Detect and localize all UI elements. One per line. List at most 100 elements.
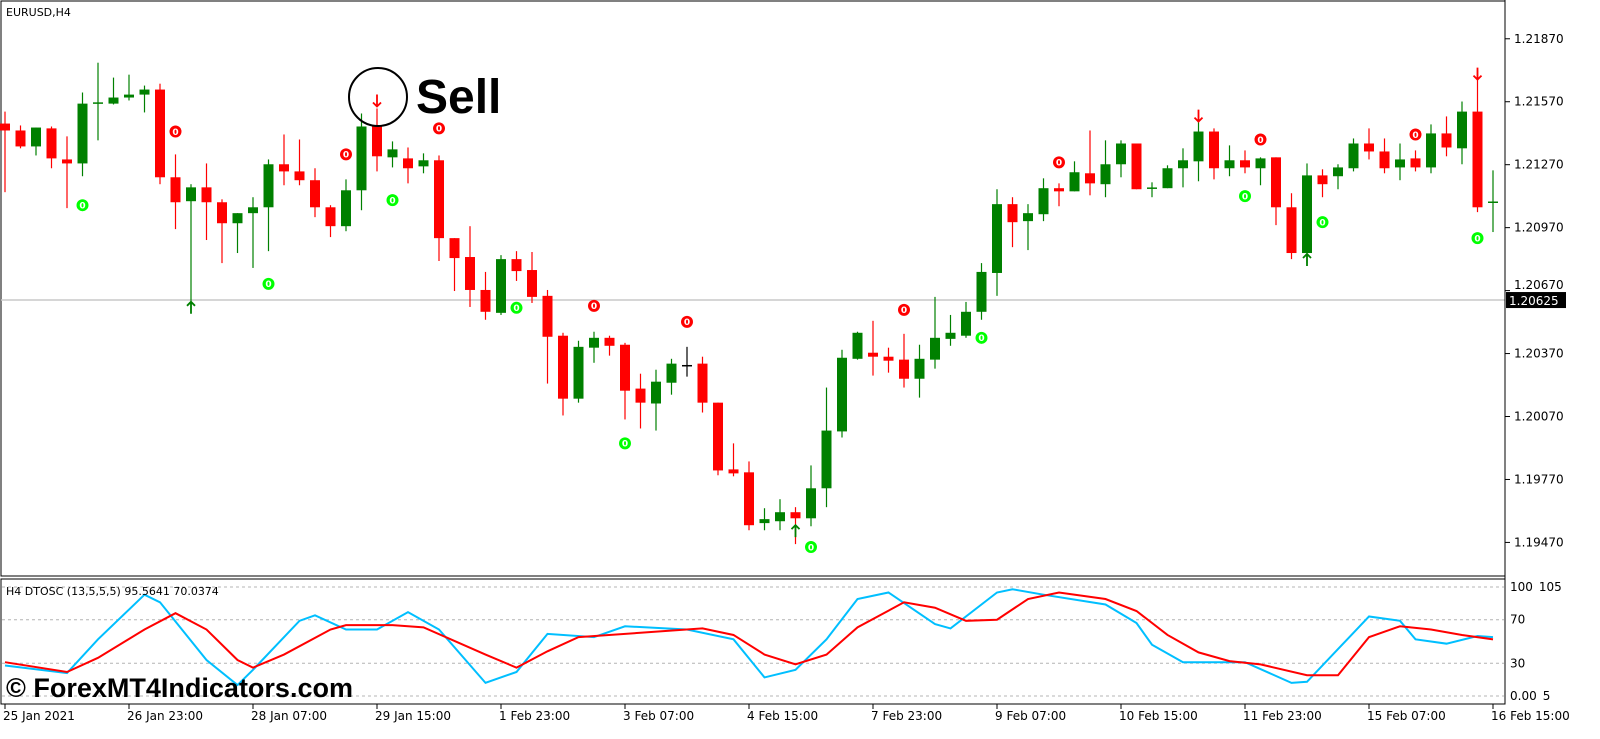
candle xyxy=(387,141,398,168)
candle xyxy=(821,387,832,508)
candle xyxy=(558,332,568,416)
candle xyxy=(1457,101,1467,165)
candle-body xyxy=(1054,188,1064,192)
candle xyxy=(635,373,646,429)
candle xyxy=(728,443,739,477)
candle xyxy=(744,461,754,531)
candle-body xyxy=(1364,143,1374,152)
marker-circle xyxy=(1316,216,1329,229)
oscillator-tick-label: 30 xyxy=(1510,656,1525,670)
candle xyxy=(1240,150,1250,174)
marker-label: 0 xyxy=(79,201,85,211)
marker-label: 0 xyxy=(436,125,442,135)
candle-body xyxy=(759,519,770,524)
oscillator-title: H4 DTOSC (13,5,5,5) 95.5641 70.0374 xyxy=(6,585,219,598)
price-tick-label: 1.20670 xyxy=(1514,278,1564,292)
oscillator-pane[interactable] xyxy=(0,578,1506,705)
signal-arrows xyxy=(186,67,1483,538)
marker-circle xyxy=(805,541,817,554)
candle-body xyxy=(155,89,165,178)
candle xyxy=(852,331,863,360)
candle xyxy=(124,74,134,101)
candle-body xyxy=(1085,173,1095,184)
marker-label: 0 xyxy=(265,280,271,290)
candle-body xyxy=(728,469,739,474)
marker-label: 0 xyxy=(978,334,984,344)
current-price-box xyxy=(1506,292,1566,309)
candle-body xyxy=(1007,204,1018,223)
candle-body xyxy=(263,164,274,208)
candle-body xyxy=(1193,131,1204,162)
candle xyxy=(527,251,537,303)
candle xyxy=(325,205,336,238)
candle xyxy=(403,147,413,184)
marker-circle xyxy=(510,301,523,314)
candle xyxy=(666,358,677,395)
candle-body xyxy=(1317,175,1328,185)
candle-body xyxy=(1302,175,1312,254)
marker-circle xyxy=(1239,190,1251,203)
candle-body xyxy=(589,337,599,348)
candle-body xyxy=(77,103,88,164)
sell-highlight-circle xyxy=(348,67,408,127)
candle xyxy=(372,108,382,172)
buy-zero-marker: 0 xyxy=(386,194,399,206)
candle-body xyxy=(1286,207,1297,254)
candle-body xyxy=(790,512,801,519)
candle xyxy=(1178,148,1188,188)
candle xyxy=(914,344,925,398)
candle xyxy=(883,347,894,373)
candle-body xyxy=(620,344,630,391)
candle-body xyxy=(465,257,475,290)
time-tick-label: 9 Feb 07:00 xyxy=(995,709,1066,723)
marker-circle xyxy=(262,277,275,290)
oscillator-tick-label: 5 xyxy=(1543,689,1551,703)
marker-label: 0 xyxy=(343,151,349,161)
candle xyxy=(1147,182,1157,198)
candle xyxy=(217,199,227,264)
buy-zero-marker: 0 xyxy=(975,331,988,344)
candle xyxy=(1054,183,1064,207)
candle xyxy=(1085,130,1095,196)
sell-zero-marker: 0 xyxy=(898,303,910,316)
candle-body xyxy=(573,346,584,399)
buy-zero-marker: 0 xyxy=(1471,232,1484,244)
candle xyxy=(480,271,491,320)
candle xyxy=(1395,143,1405,181)
arrow-up-icon xyxy=(790,523,801,538)
marker-label: 0 xyxy=(1474,234,1480,244)
candle xyxy=(418,153,429,174)
arrow-up-icon xyxy=(186,300,196,314)
candle-body xyxy=(248,207,258,214)
candle xyxy=(1162,165,1173,189)
candle-body xyxy=(279,164,289,172)
candle-body xyxy=(1457,111,1467,149)
candle xyxy=(449,238,460,292)
candle xyxy=(434,155,444,262)
candle-body xyxy=(201,187,212,203)
sell-zero-marker: 0 xyxy=(1409,128,1422,141)
candle-body xyxy=(635,388,646,403)
candle-body xyxy=(1271,157,1281,208)
oscillator-signal-line xyxy=(4,588,1494,687)
candle-body xyxy=(1116,143,1126,165)
candle xyxy=(1271,157,1281,226)
symbol-title: EURUSD,H4 xyxy=(6,6,71,19)
candle xyxy=(1209,128,1219,180)
candle-body xyxy=(1379,151,1390,169)
price-tick-label: 1.21870 xyxy=(1514,32,1564,46)
candle xyxy=(310,168,320,218)
candle-body xyxy=(403,158,413,169)
candle xyxy=(682,346,692,377)
marker-label: 0 xyxy=(622,440,628,450)
candle xyxy=(1379,138,1390,174)
time-axis: 25 Jan 2021 26 Jan 23:00 28 Jan 07:00 29 Ja… xyxy=(3,704,1570,723)
candle-body xyxy=(372,126,382,157)
buy-zero-marker: 0 xyxy=(1316,216,1329,229)
buy-zero-marker: 0 xyxy=(1239,190,1251,202)
candle xyxy=(806,465,816,527)
candle-body xyxy=(558,335,568,399)
marker-label: 0 xyxy=(172,128,178,138)
chart-frame xyxy=(0,0,1506,705)
marker-label: 0 xyxy=(389,196,395,206)
